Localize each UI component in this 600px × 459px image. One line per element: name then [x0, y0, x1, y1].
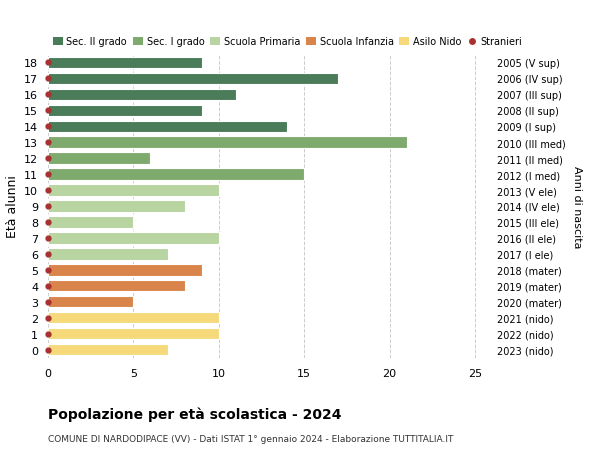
- Bar: [48, 57, 202, 69]
- Bar: [48, 281, 185, 292]
- Bar: [48, 313, 219, 324]
- Bar: [48, 153, 151, 164]
- Bar: [48, 121, 287, 132]
- Bar: [48, 169, 304, 180]
- Bar: [48, 105, 202, 117]
- Bar: [48, 265, 202, 276]
- Y-axis label: Anni di nascita: Anni di nascita: [572, 165, 582, 248]
- Bar: [48, 249, 167, 260]
- Bar: [48, 185, 219, 196]
- Bar: [48, 217, 133, 228]
- Bar: [48, 201, 185, 212]
- Bar: [48, 329, 219, 340]
- Bar: [48, 233, 219, 244]
- Bar: [48, 344, 167, 356]
- Bar: [48, 90, 236, 101]
- Y-axis label: Età alunni: Età alunni: [5, 175, 19, 238]
- Bar: [48, 137, 407, 148]
- Bar: [48, 73, 338, 84]
- Bar: [48, 297, 133, 308]
- Text: Popolazione per età scolastica - 2024: Popolazione per età scolastica - 2024: [48, 406, 341, 421]
- Legend: Sec. II grado, Sec. I grado, Scuola Primaria, Scuola Infanzia, Asilo Nido, Stran: Sec. II grado, Sec. I grado, Scuola Prim…: [53, 37, 523, 47]
- Text: COMUNE DI NARDODIPACE (VV) - Dati ISTAT 1° gennaio 2024 - Elaborazione TUTTITALI: COMUNE DI NARDODIPACE (VV) - Dati ISTAT …: [48, 434, 454, 443]
